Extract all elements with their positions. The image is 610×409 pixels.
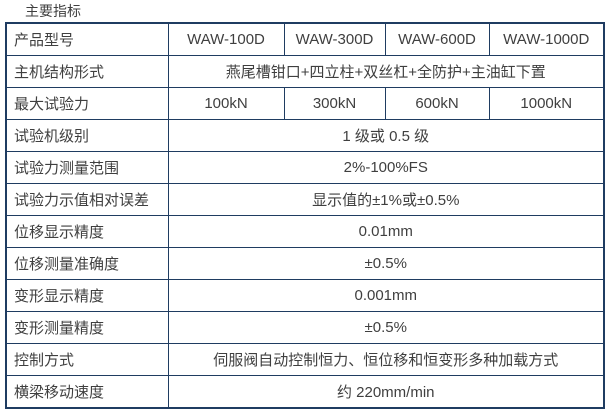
row-label: 试验力示值相对误差 (5, 183, 169, 216)
value-cell: 伺服阀自动控制恒力、恒位移和恒变形多种加载方式 (167, 343, 605, 376)
table-row-control-mode: 控制方式 伺服阀自动控制恒力、恒位移和恒变形多种加载方式 (5, 343, 605, 376)
table-row-crosshead-speed: 横梁移动速度 约 220mm/min (5, 375, 605, 409)
value-cell: 燕尾槽钳口+四立柱+双丝杠+全防护+主油缸下置 (167, 55, 605, 88)
value-cell: 0.01mm (167, 215, 605, 248)
row-label: 试验力测量范围 (5, 151, 169, 184)
table-row-max-force: 最大试验力 100kN 300kN 600kN 1000kN (5, 87, 605, 120)
value-cell: 1 级或 0.5 级 (167, 119, 605, 152)
value-cell: 显示值的±1%或±0.5% (167, 183, 605, 216)
model-cell: WAW-600D (384, 22, 490, 56)
value-cell: 约 220mm/min (167, 375, 605, 409)
force-cell: 300kN (283, 87, 386, 120)
force-cell: 100kN (167, 87, 285, 120)
value-cell: ±0.5% (167, 247, 605, 280)
table-row-deformation-resolution: 变形显示精度 0.001mm (5, 279, 605, 312)
row-label: 横梁移动速度 (5, 375, 169, 409)
row-label: 最大试验力 (5, 87, 169, 120)
table-row-displacement-accuracy: 位移测量准确度 ±0.5% (5, 247, 605, 280)
force-cell: 600kN (384, 87, 490, 120)
model-cell: WAW-300D (283, 22, 386, 56)
row-label: 变形测量精度 (5, 311, 169, 344)
spec-table: 产品型号 WAW-100D WAW-300D WAW-600D WAW-1000… (5, 22, 605, 409)
row-label: 变形显示精度 (5, 279, 169, 312)
value-cell: 2%-100%FS (167, 151, 605, 184)
row-label: 位移测量准确度 (5, 247, 169, 280)
table-row-product-model: 产品型号 WAW-100D WAW-300D WAW-600D WAW-1000… (5, 22, 605, 56)
value-cell: 0.001mm (167, 279, 605, 312)
row-label: 产品型号 (5, 22, 169, 56)
table-row-structure: 主机结构形式 燕尾槽钳口+四立柱+双丝杠+全防护+主油缸下置 (5, 55, 605, 88)
row-label: 控制方式 (5, 343, 169, 376)
table-row-deformation-accuracy: 变形测量精度 ±0.5% (5, 311, 605, 344)
row-label: 位移显示精度 (5, 215, 169, 248)
table-row-force-range: 试验力测量范围 2%-100%FS (5, 151, 605, 184)
row-label: 试验机级别 (5, 119, 169, 152)
page-title: 主要指标 (25, 3, 81, 19)
table-row-displacement-resolution: 位移显示精度 0.01mm (5, 215, 605, 248)
table-row-force-error: 试验力示值相对误差 显示值的±1%或±0.5% (5, 183, 605, 216)
model-cell: WAW-1000D (488, 22, 605, 56)
table-row-machine-class: 试验机级别 1 级或 0.5 级 (5, 119, 605, 152)
model-cell: WAW-100D (167, 22, 285, 56)
force-cell: 1000kN (488, 87, 605, 120)
row-label: 主机结构形式 (5, 55, 169, 88)
value-cell: ±0.5% (167, 311, 605, 344)
